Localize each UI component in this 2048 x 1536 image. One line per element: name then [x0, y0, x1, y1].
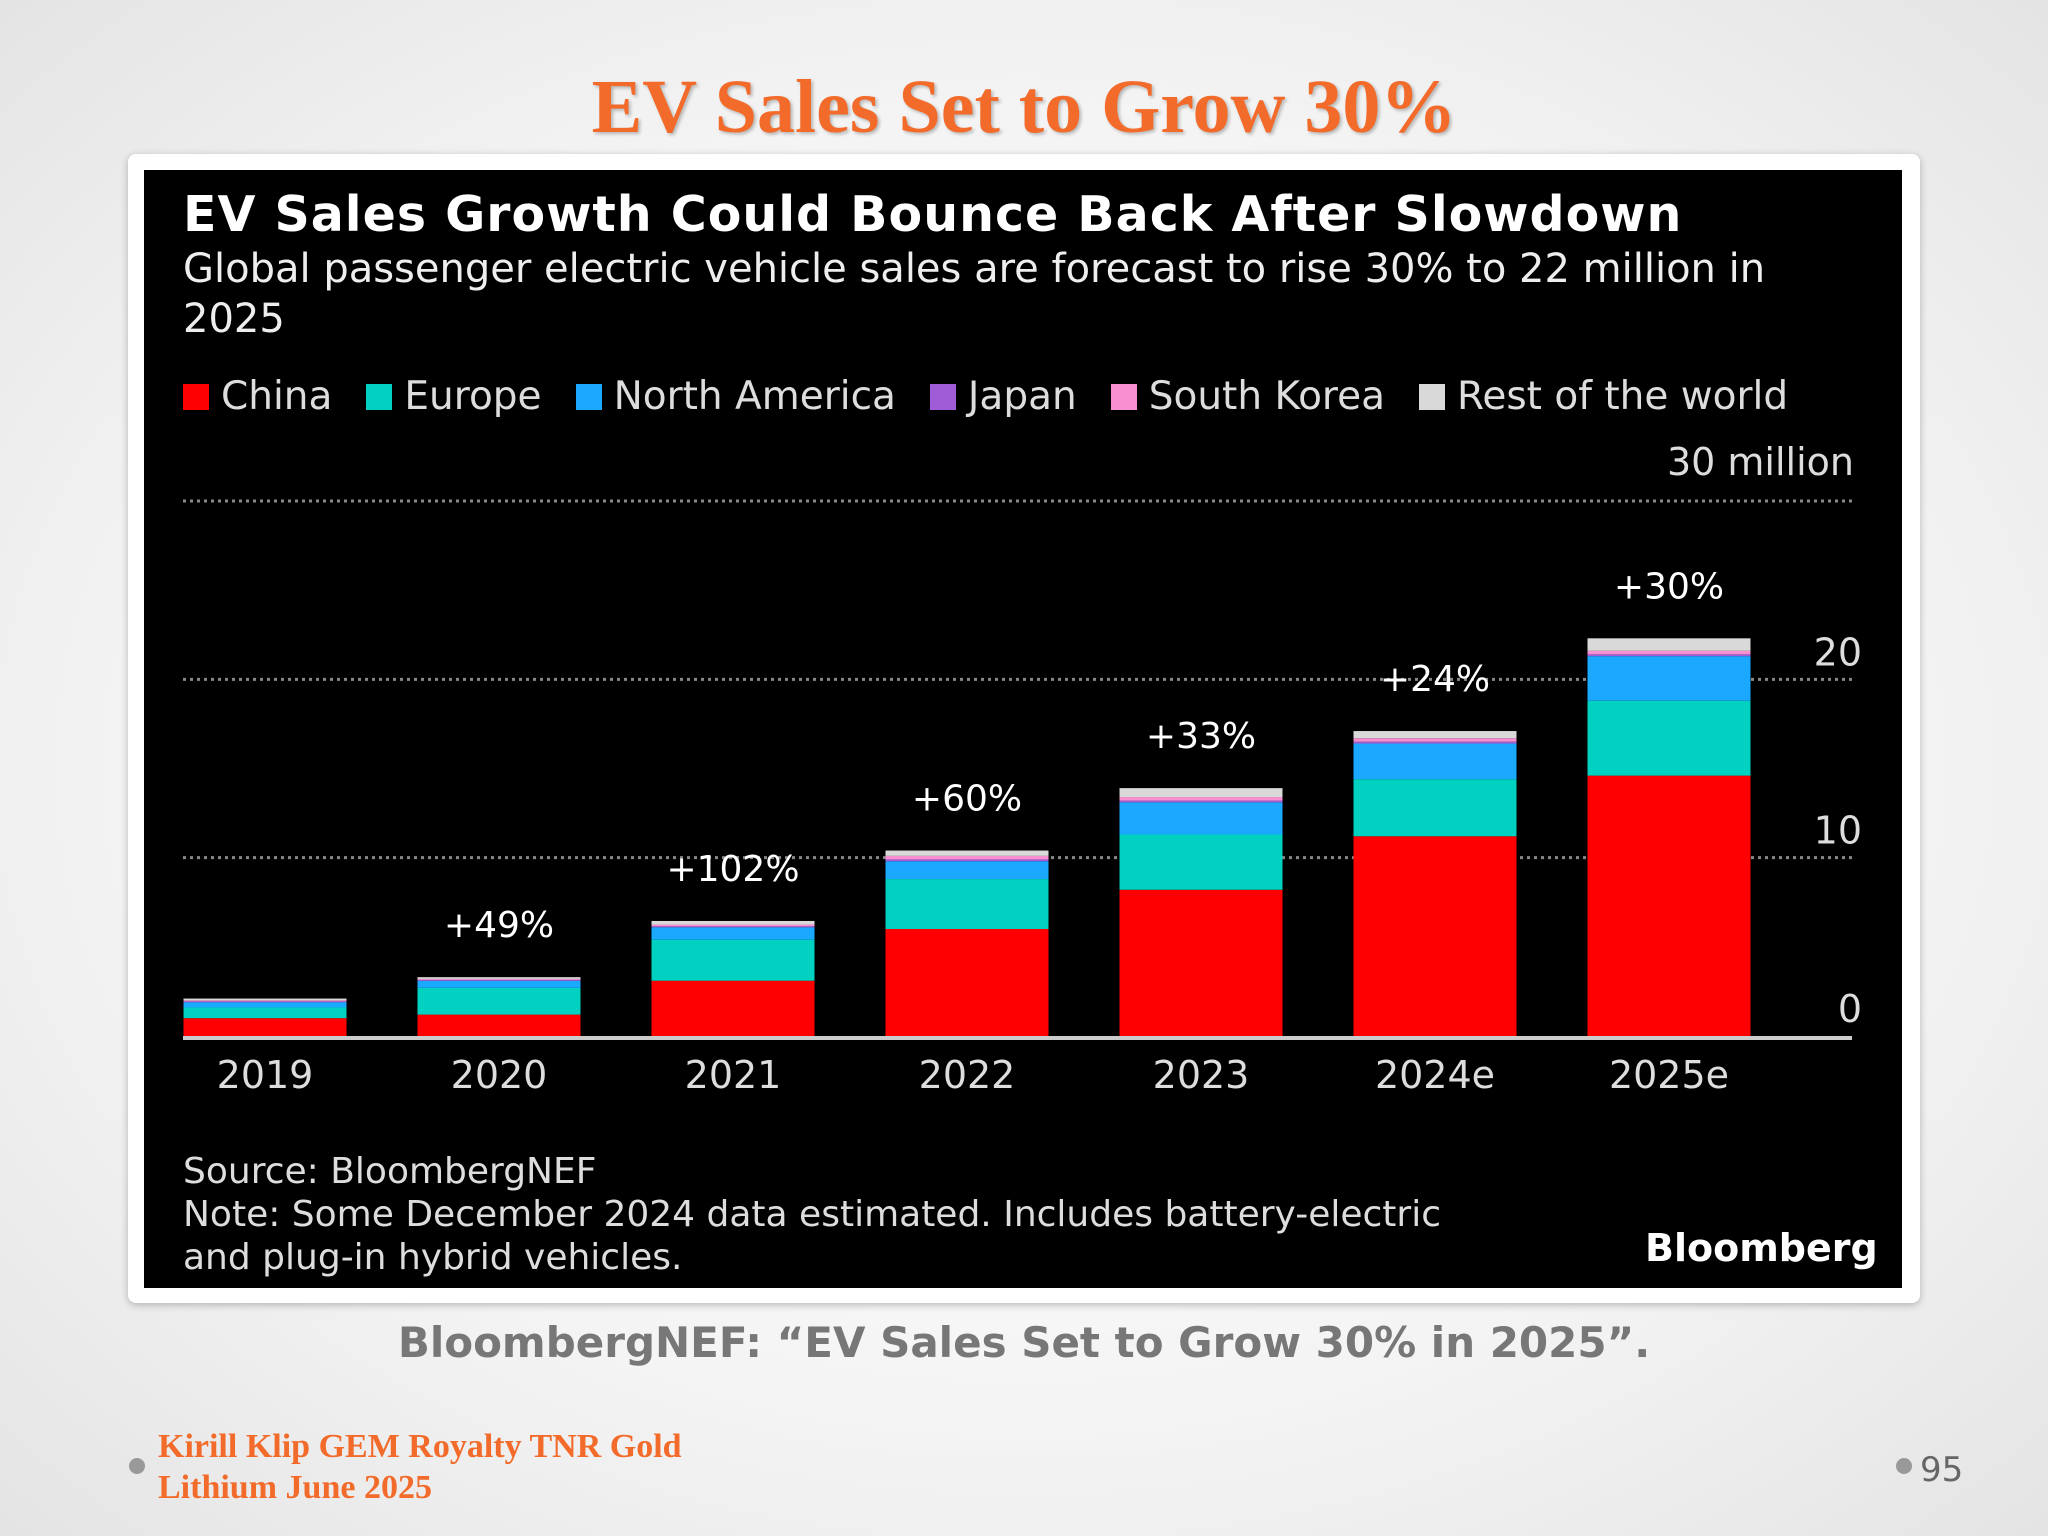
chart-source: Source: BloombergNEF Note: Some December… [183, 1150, 1503, 1279]
bar-segment-north-america [1587, 656, 1751, 701]
bar-segment-china [1587, 775, 1751, 1036]
slide-title: EV Sales Set to Grow 30% [591, 65, 1457, 149]
bar-segment-rest-of-the-world [183, 998, 347, 1001]
legend-item: China [183, 374, 332, 419]
bar-segment-south-korea [417, 978, 581, 980]
bar-segment-north-america [417, 980, 581, 988]
bar-segment-south-korea [183, 1000, 347, 1002]
bar-segment-japan [417, 979, 581, 981]
footer-line-1: Kirill Klip GEM Royalty TNR Gold [158, 1428, 682, 1465]
legend-label: South Korea [1148, 374, 1386, 419]
x-tick-label: 2020 [451, 1053, 548, 1097]
legend-swatch [1110, 383, 1137, 410]
bloomberg-logo: Bloomberg [1645, 1226, 1878, 1270]
bar-segment-europe [1119, 834, 1283, 890]
bar-segment-south-korea [885, 855, 1049, 860]
bar-segment-japan [1119, 800, 1283, 803]
bar-segment-europe [1587, 700, 1751, 776]
bar-segment-north-america [885, 861, 1049, 880]
x-tick-label: 2023 [1153, 1053, 1250, 1097]
bar-segment-japan [885, 859, 1049, 862]
legend-swatch [575, 383, 602, 410]
legend-swatch [1419, 383, 1446, 410]
bar-segment-europe [183, 1007, 347, 1019]
chart-subtitle: Global passenger electric vehicle sales … [183, 246, 1766, 342]
x-tick-label: 2021 [685, 1053, 782, 1097]
growth-label: +49% [444, 905, 554, 946]
growth-label: +30% [1614, 566, 1724, 607]
bar-segment-south-korea [651, 924, 815, 927]
bar-segment-south-korea [1587, 650, 1751, 655]
source-text: Source: BloombergNEF [183, 1151, 597, 1192]
bar-segment-north-america [651, 927, 815, 940]
bullet-icon [129, 1458, 145, 1474]
legend-item: Japan [929, 374, 1077, 419]
x-tick-label: 2022 [919, 1053, 1016, 1097]
bar-segment-japan [1353, 741, 1517, 744]
legend-item: Rest of the world [1419, 374, 1788, 419]
legend-item: Europe [366, 374, 542, 419]
bar-segment-china [885, 929, 1049, 1036]
y-tick-label: 10 [1814, 809, 1862, 853]
legend-swatch [929, 383, 956, 410]
bar-segment-north-america [183, 1002, 347, 1008]
legend-label: Europe [404, 374, 542, 419]
bar-segment-europe [651, 939, 815, 981]
growth-label: +60% [912, 779, 1022, 820]
legend-swatch [366, 383, 393, 410]
slide-footer: Kirill Klip GEM Royalty TNR Gold Lithium… [158, 1426, 682, 1508]
legend-label: Rest of the world [1457, 374, 1789, 419]
bar-segment-china [183, 1018, 347, 1036]
bar-segment-china [1119, 889, 1283, 1036]
bar-segment-north-america [1119, 802, 1283, 835]
y-tick-label: 20 [1814, 630, 1862, 674]
legend-swatch [183, 383, 209, 410]
bar-segment-north-america [1353, 743, 1517, 780]
legend-label: China [221, 374, 333, 419]
bar-segment-rest-of-the-world [885, 850, 1049, 856]
bar-segment-japan [183, 1001, 347, 1003]
x-tick-label: 2024e [1375, 1053, 1495, 1097]
page-number: 95 [1920, 1450, 1964, 1490]
bullet-icon [1896, 1458, 1912, 1474]
growth-label: +33% [1146, 716, 1256, 757]
legend-label: North America [613, 374, 896, 419]
bar-segment-south-korea [1353, 738, 1517, 742]
note-text: Note: Some December 2024 data estimated.… [183, 1194, 1441, 1278]
legend-item: South Korea [1110, 374, 1386, 419]
bar-segment-japan [651, 926, 815, 928]
bar-segment-europe [885, 879, 1049, 929]
x-tick-label: 2025e [1609, 1053, 1729, 1097]
bar-segment-china [651, 980, 815, 1036]
growth-label: +102% [666, 849, 799, 890]
y-tick-label: 0 [1838, 987, 1862, 1031]
chart-legend: China Europe North America Japan South Korea… [183, 374, 1788, 419]
chart-title: EV Sales Growth Could Bounce Back After … [183, 186, 1683, 243]
bar-segment-rest-of-the-world [417, 977, 581, 979]
footer-line-2: Lithium June 2025 [158, 1469, 432, 1506]
legend-label: Japan [967, 374, 1077, 419]
bar-segment-japan [1587, 654, 1751, 657]
bar-segment-south-korea [1119, 797, 1283, 801]
bar-segment-rest-of-the-world [1119, 788, 1283, 798]
bar-segment-europe [1353, 779, 1517, 837]
y-axis-unit-label: 30 million [1666, 440, 1854, 484]
legend-item: North America [575, 374, 896, 419]
growth-label: +24% [1380, 659, 1490, 700]
bar-segment-rest-of-the-world [651, 920, 815, 925]
slide-caption: BloombergNEF: “EV Sales Set to Grow 30% … [397, 1318, 1651, 1367]
bar-segment-europe [417, 987, 581, 1015]
bar-segment-china [1353, 836, 1517, 1036]
x-tick-label: 2019 [217, 1053, 314, 1097]
bar-segment-rest-of-the-world [1353, 731, 1517, 739]
bar-segment-rest-of-the-world [1587, 638, 1751, 651]
bar-segment-china [417, 1014, 581, 1036]
